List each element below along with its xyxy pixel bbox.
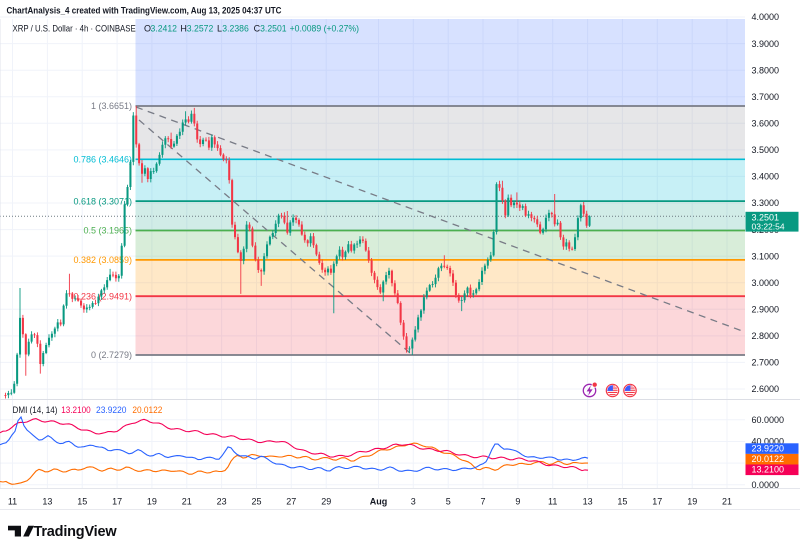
svg-text:2.9000: 2.9000 [752, 305, 780, 315]
svg-text:17: 17 [652, 497, 662, 507]
svg-text:03:22:54: 03:22:54 [752, 222, 785, 232]
svg-text:25: 25 [251, 497, 261, 507]
svg-text:Aug: Aug [370, 497, 388, 507]
svg-text:13.2100: 13.2100 [61, 405, 90, 415]
svg-text:7: 7 [480, 497, 485, 507]
svg-text:3.2501: 3.2501 [260, 23, 287, 33]
svg-text:21: 21 [722, 497, 732, 507]
svg-text:3: 3 [411, 497, 416, 507]
svg-text:11: 11 [548, 497, 557, 507]
svg-text:2.6000: 2.6000 [752, 384, 780, 394]
svg-text:3.1000: 3.1000 [752, 251, 780, 261]
svg-text:3.2572: 3.2572 [187, 23, 214, 33]
svg-text:XRP / U.S. Dollar · 4h · COINB: XRP / U.S. Dollar · 4h · COINBASE [13, 23, 136, 33]
svg-text:3.6000: 3.6000 [752, 119, 780, 129]
svg-text:5: 5 [446, 497, 451, 507]
svg-text:21: 21 [182, 497, 192, 507]
svg-text:0.236 (2.9491): 0.236 (2.9491) [73, 291, 132, 301]
svg-text:20.0122: 20.0122 [132, 405, 162, 415]
svg-text:13: 13 [42, 497, 52, 507]
svg-text:3.7000: 3.7000 [752, 92, 780, 102]
svg-text:20.0122: 20.0122 [752, 454, 785, 464]
svg-text:17: 17 [112, 497, 122, 507]
svg-text:2.7000: 2.7000 [752, 358, 780, 368]
svg-text:3.2501: 3.2501 [752, 212, 780, 222]
svg-text:23.9220: 23.9220 [96, 405, 127, 415]
svg-text:23: 23 [217, 497, 227, 507]
svg-text:DMI (14, 14): DMI (14, 14) [13, 405, 58, 415]
svg-text:C: C [254, 23, 261, 33]
svg-text:O: O [144, 23, 151, 33]
svg-text:4.0000: 4.0000 [752, 12, 780, 22]
svg-text:27: 27 [286, 497, 296, 507]
svg-text:H: H [180, 23, 187, 33]
svg-text:60.0000: 60.0000 [752, 415, 785, 425]
svg-text:0.618 (3.3071): 0.618 (3.3071) [73, 196, 132, 206]
svg-text:40.0000: 40.0000 [752, 437, 785, 447]
svg-text:0.0000: 0.0000 [752, 480, 780, 490]
svg-text:3.4000: 3.4000 [752, 172, 780, 182]
svg-text:19: 19 [687, 497, 697, 507]
svg-text:9: 9 [515, 497, 520, 507]
svg-text:3.5000: 3.5000 [752, 145, 780, 155]
svg-text:3.9000: 3.9000 [752, 39, 780, 49]
svg-text:ChartAnalysis_4 created with T: ChartAnalysis_4 created with TradingView… [7, 6, 283, 16]
svg-text:13.2100: 13.2100 [752, 465, 785, 475]
svg-text:3.0000: 3.0000 [752, 278, 780, 288]
svg-text:+0.0089 (+0.27%): +0.0089 (+0.27%) [290, 23, 359, 33]
svg-text:29: 29 [321, 497, 331, 507]
svg-text:3.2386: 3.2386 [222, 23, 249, 33]
svg-text:19: 19 [147, 497, 157, 507]
svg-text:11: 11 [8, 497, 17, 507]
svg-text:L: L [217, 23, 222, 33]
svg-text:TradingView: TradingView [34, 524, 118, 540]
svg-text:0.786 (3.4646): 0.786 (3.4646) [73, 155, 132, 165]
svg-text:23.9220: 23.9220 [752, 444, 785, 454]
svg-text:0.5 (3.1965): 0.5 (3.1965) [83, 226, 132, 236]
svg-text:13: 13 [583, 497, 593, 507]
svg-text:0.382 (3.0859): 0.382 (3.0859) [73, 255, 132, 265]
svg-text:3.3000: 3.3000 [752, 198, 780, 208]
svg-text:1 (3.6651): 1 (3.6651) [91, 101, 132, 111]
svg-text:3.2412: 3.2412 [151, 23, 178, 33]
svg-text:2.8000: 2.8000 [752, 331, 780, 341]
svg-text:3.8000: 3.8000 [752, 65, 780, 75]
svg-text:15: 15 [617, 497, 627, 507]
svg-text:15: 15 [77, 497, 87, 507]
svg-text:0 (2.7279): 0 (2.7279) [91, 350, 132, 360]
